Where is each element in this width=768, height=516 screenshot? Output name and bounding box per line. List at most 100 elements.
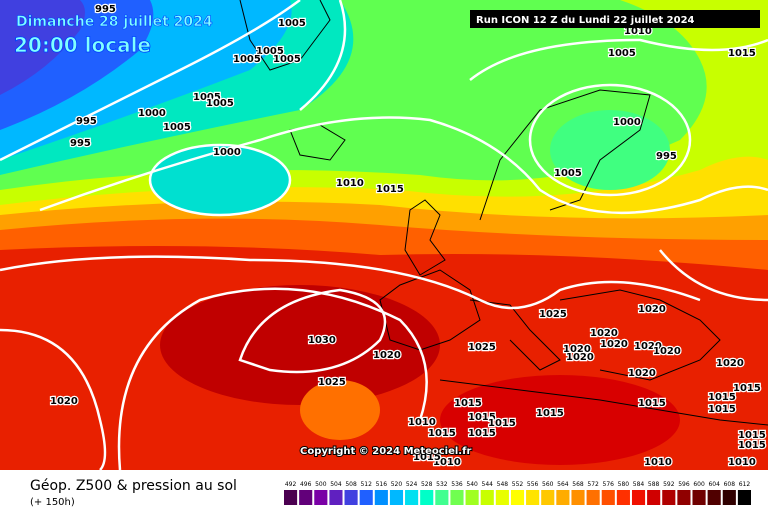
scale-label: 560 (542, 481, 554, 488)
isobar-label: 1020 (373, 350, 401, 361)
isobar-label: 1015 (733, 383, 761, 394)
scale-swatch (405, 490, 419, 505)
isobar-label: 1030 (308, 335, 336, 346)
scale-swatch (616, 490, 630, 505)
color-scale: 492 496 500 504 508 512 516 520 524 528 532 536 540 5… (284, 481, 751, 505)
scale-swatch (435, 490, 449, 505)
isobar-label: 1015 (488, 418, 516, 429)
isobar-label: 1015 (428, 428, 456, 439)
scale-label: 532 (436, 481, 448, 488)
isobar-label: 1020 (638, 304, 666, 315)
scale-swatch (677, 490, 691, 505)
scale-swatch (510, 490, 525, 505)
scale-label: 524 (406, 481, 418, 488)
isobar-label: 1000 (138, 108, 166, 119)
isobar-label: 1005 (554, 168, 582, 179)
isobar-label: 1010 (408, 417, 436, 428)
scale-label: 592 (663, 481, 675, 488)
scale-swatch (359, 490, 373, 505)
isobar-label: 1005 (233, 54, 261, 65)
isobar-label: 995 (95, 4, 116, 15)
isobars (0, 0, 768, 471)
isobar-label: 1010 (336, 178, 364, 189)
isobar-label: 1020 (628, 368, 656, 379)
scale-label: 600 (693, 481, 705, 488)
scale-label: 612 (739, 481, 751, 488)
footer-title: Géop. Z500 & pression au sol (30, 478, 237, 494)
scale-swatch (450, 490, 464, 505)
isobar-label: 1020 (50, 396, 78, 407)
scale-swatch (299, 490, 313, 505)
scale-swatch (647, 490, 661, 505)
isobar-label: 1005 (278, 18, 306, 29)
scale-label: 508 (345, 481, 357, 488)
footer-lead: (+ 150h) (30, 497, 75, 508)
scale-swatch (314, 490, 328, 505)
scale-label: 604 (708, 481, 720, 488)
scale-swatch (329, 490, 343, 505)
scale-label: 580 (618, 481, 630, 488)
isobar-label: 1005 (273, 54, 301, 65)
isobar-label: 1015 (454, 398, 482, 409)
isobar-label: 1015 (738, 440, 766, 451)
isobar-label: 1015 (413, 452, 441, 463)
scale-label: 516 (376, 481, 388, 488)
scale-swatch (571, 490, 585, 505)
scale-label: 584 (633, 481, 645, 488)
scale-swatch (662, 490, 676, 505)
scale-label: 572 (587, 481, 599, 488)
scale-label: 548 (497, 481, 509, 488)
scale-label: 520 (391, 481, 403, 488)
isobar-label: 1020 (716, 358, 744, 369)
isobar-label: 1025 (468, 342, 496, 353)
isobar-label: 1020 (590, 328, 618, 339)
isobar-label: 1015 (728, 48, 756, 59)
isobar-label: 1010 (624, 26, 652, 37)
scale-label: 576 (603, 481, 615, 488)
isobar-label: 1015 (708, 392, 736, 403)
scale-swatch (389, 490, 404, 505)
scale-swatch (420, 490, 434, 505)
scale-label: 504 (330, 481, 342, 488)
isobar-label: 1020 (634, 341, 662, 352)
isobar-label: 1010 (433, 457, 461, 468)
scale-label: 552 (512, 481, 524, 488)
scale-label: 588 (648, 481, 660, 488)
scale-swatch (586, 490, 600, 505)
isobar-label: 995 (656, 151, 677, 162)
scale-label: 512 (360, 481, 372, 488)
scale-label: 556 (527, 481, 539, 488)
isobar-label: 1020 (566, 352, 594, 363)
scale-label: 568 (572, 481, 584, 488)
isobar-label: 1015 (376, 184, 404, 195)
isobar-label: 995 (70, 138, 91, 149)
isobar-label: 995 (76, 116, 97, 127)
scale-swatch (541, 490, 555, 505)
scale-swatch (526, 490, 540, 505)
isobar-label: 1015 (536, 408, 564, 419)
isobar-label: 1015 (468, 412, 496, 423)
isobar-label: 1020 (600, 339, 628, 350)
isobar-label: 1025 (539, 309, 567, 320)
scale-swatch (465, 490, 479, 505)
scale-swatch (374, 490, 388, 505)
isobar-label: 1005 (256, 46, 284, 57)
isobar-label: 1015 (468, 428, 496, 439)
scale-label: 500 (315, 481, 327, 488)
isobar-label: 1005 (206, 98, 234, 109)
scale-swatch (722, 490, 736, 505)
isobar-label: 1000 (613, 117, 641, 128)
scale-swatch (495, 490, 509, 505)
scale-label: 608 (724, 481, 736, 488)
scale-swatch (284, 490, 298, 505)
run-banner (470, 10, 760, 28)
scale-swatch (631, 490, 646, 505)
scale-label: 540 (466, 481, 478, 488)
isobar-label: 1000 (213, 147, 241, 158)
isobar-label: 1005 (193, 92, 221, 103)
isobar-label: 1020 (563, 344, 591, 355)
scale-swatch (480, 490, 494, 505)
scale-label: 596 (678, 481, 690, 488)
